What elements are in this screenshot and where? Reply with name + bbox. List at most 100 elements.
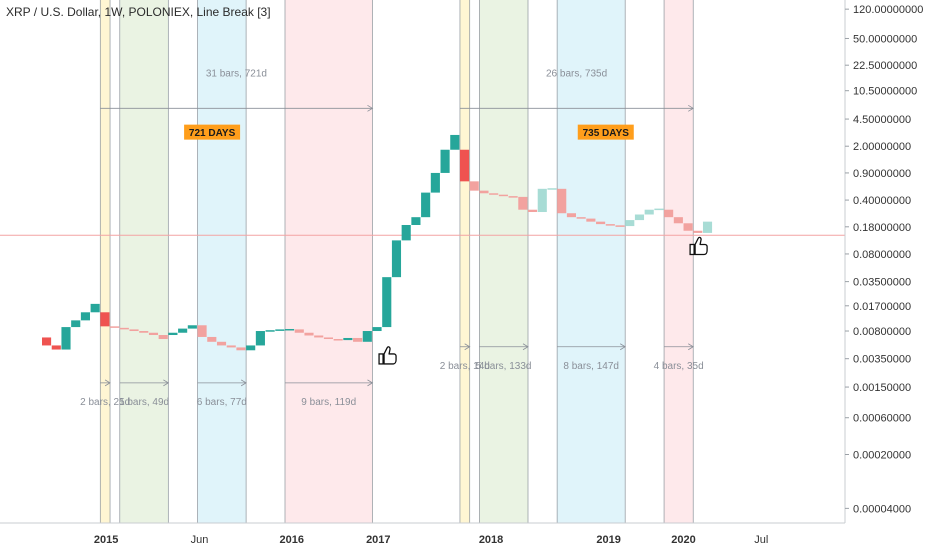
brick [139, 331, 149, 333]
measure-arrow-head [619, 343, 626, 351]
measure-arrow-head [163, 379, 170, 387]
brick [644, 209, 654, 215]
brick [216, 341, 227, 346]
measurement-label: 31 bars, 721d [206, 68, 267, 79]
price-tick-label: 0.40000000 [853, 195, 911, 207]
measurement-label: 9 bars, 119d [301, 397, 356, 408]
brick [51, 345, 61, 350]
measurement-label: 2 bars, 14d [440, 361, 490, 372]
price-tick-label: 4.50000000 [853, 114, 911, 126]
time-tick-label: 2015 [94, 534, 118, 546]
shaded-range [100, 0, 111, 523]
brick [275, 329, 285, 331]
brick [236, 347, 246, 351]
price-tick-label: 0.08000000 [853, 249, 911, 261]
brick [372, 327, 382, 332]
shaded-range [664, 0, 694, 523]
measurement-label: 2 bars, 21d [80, 397, 130, 408]
brick [586, 218, 596, 222]
time-tick-label: 2020 [671, 534, 695, 546]
brick [469, 181, 479, 191]
brick [246, 345, 256, 351]
shaded-range [119, 0, 169, 523]
brick [508, 196, 518, 198]
brick [90, 303, 100, 313]
brick [537, 188, 547, 213]
brick [61, 327, 71, 350]
measure-arrow-head [688, 104, 695, 112]
shaded-range [197, 0, 247, 523]
brick [207, 336, 217, 342]
time-tick-label: Jun [191, 534, 209, 546]
brick [625, 220, 635, 227]
measurement-label: 5 bars, 49d [119, 397, 169, 408]
brick [683, 223, 693, 231]
shaded-ranges [99, 0, 694, 523]
brick [518, 196, 528, 210]
measurement-label: 26 bars, 735d [546, 68, 607, 79]
brick [391, 240, 402, 278]
brick [285, 328, 295, 331]
brick [557, 188, 567, 214]
brick [547, 188, 557, 190]
price-tick-label: 2.00000000 [853, 141, 911, 153]
brick [401, 224, 411, 241]
brick [80, 312, 90, 321]
brick [489, 193, 499, 195]
price-tick-label: 10.50000000 [853, 86, 917, 98]
brick [304, 332, 314, 336]
brick [459, 149, 470, 182]
brick [702, 221, 713, 233]
time-tick-label: Jul [754, 534, 768, 546]
brick [615, 225, 625, 227]
brick [498, 194, 508, 197]
price-tick-label: 0.01700000 [853, 301, 911, 313]
brick [294, 329, 304, 333]
time-tick-label: 2016 [280, 534, 304, 546]
brick [129, 329, 139, 332]
thumbs-up-icon [378, 346, 397, 365]
price-tick-label: 0.00350000 [853, 354, 911, 366]
price-tick-label: 0.00020000 [853, 449, 911, 461]
measurement-label: 5 bars, 133d [476, 361, 532, 372]
time-tick-label: 2018 [479, 534, 503, 546]
brick [673, 217, 683, 224]
brick [100, 312, 110, 327]
price-tick-label: 0.00004000 [853, 503, 911, 515]
brick [226, 345, 236, 348]
brick [148, 332, 159, 336]
brick [197, 325, 207, 337]
days-tag-bg [184, 124, 241, 140]
brick [382, 277, 392, 328]
price-tick-label: 120.00000000 [853, 4, 923, 16]
time-tick-label: 2017 [366, 534, 390, 546]
brick [605, 224, 615, 226]
brick [187, 325, 197, 329]
measure-arrow-head [240, 379, 247, 387]
shaded-range [479, 0, 528, 523]
brick [255, 331, 265, 346]
brick [110, 326, 120, 328]
measure-arrow-head [688, 343, 695, 351]
days-tag-label: 721 DAYS [189, 128, 236, 139]
brick [178, 328, 188, 333]
brick [314, 335, 324, 338]
measurement-label: 8 bars, 147d [563, 361, 619, 372]
brick [664, 209, 674, 218]
thumb-shape [694, 236, 708, 256]
price-tick-label: 0.18000000 [853, 222, 911, 234]
days-tag-label: 735 DAYS [583, 128, 630, 139]
measure-arrow-head [367, 379, 374, 387]
price-tick-label: 0.00060000 [853, 413, 911, 425]
shaded-range [285, 0, 373, 523]
measure-arrow-head [104, 379, 111, 387]
brick [411, 217, 421, 225]
thumb-cuff [689, 243, 695, 256]
thumbs-up-icon [689, 236, 708, 256]
measure-arrow-head [464, 343, 471, 351]
brick [576, 217, 586, 219]
brick [421, 192, 431, 218]
